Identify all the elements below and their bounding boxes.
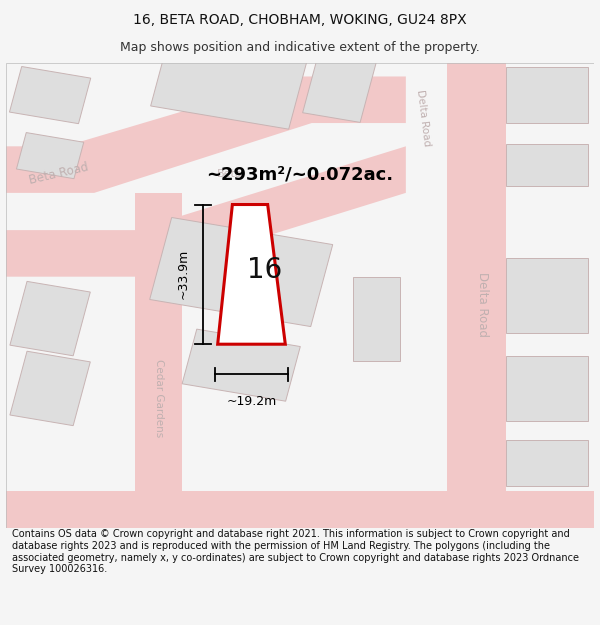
Polygon shape (506, 439, 588, 486)
Text: Cedar Gardens: Cedar Gardens (154, 359, 164, 437)
Polygon shape (447, 62, 506, 528)
Polygon shape (353, 277, 400, 361)
Polygon shape (16, 132, 84, 179)
Polygon shape (506, 356, 588, 421)
Polygon shape (506, 258, 588, 332)
Text: ~293m²/~0.072ac.: ~293m²/~0.072ac. (206, 165, 394, 183)
Text: ~33.9m: ~33.9m (177, 249, 190, 299)
Polygon shape (302, 40, 380, 122)
Polygon shape (218, 204, 286, 344)
Text: 16: 16 (247, 256, 283, 284)
Text: 16, BETA ROAD, CHOBHAM, WOKING, GU24 8PX: 16, BETA ROAD, CHOBHAM, WOKING, GU24 8PX (133, 13, 467, 27)
Polygon shape (136, 193, 182, 528)
Text: Delta Road: Delta Road (476, 272, 489, 337)
Text: Contains OS data © Crown copyright and database right 2021. This information is : Contains OS data © Crown copyright and d… (12, 529, 579, 574)
Polygon shape (10, 66, 91, 124)
Polygon shape (6, 146, 406, 277)
Polygon shape (6, 491, 594, 528)
Text: Map shows position and indicative extent of the property.: Map shows position and indicative extent… (120, 41, 480, 54)
Text: Beta: Beta (217, 169, 242, 179)
Polygon shape (10, 281, 90, 356)
Polygon shape (506, 67, 588, 123)
Text: Delta Road: Delta Road (415, 89, 432, 148)
Polygon shape (10, 351, 90, 426)
Polygon shape (182, 329, 300, 401)
Polygon shape (149, 217, 333, 327)
Polygon shape (6, 76, 406, 193)
Text: Beta Road: Beta Road (28, 161, 90, 188)
Polygon shape (151, 33, 308, 129)
Polygon shape (506, 144, 588, 186)
Text: ~19.2m: ~19.2m (226, 396, 277, 408)
